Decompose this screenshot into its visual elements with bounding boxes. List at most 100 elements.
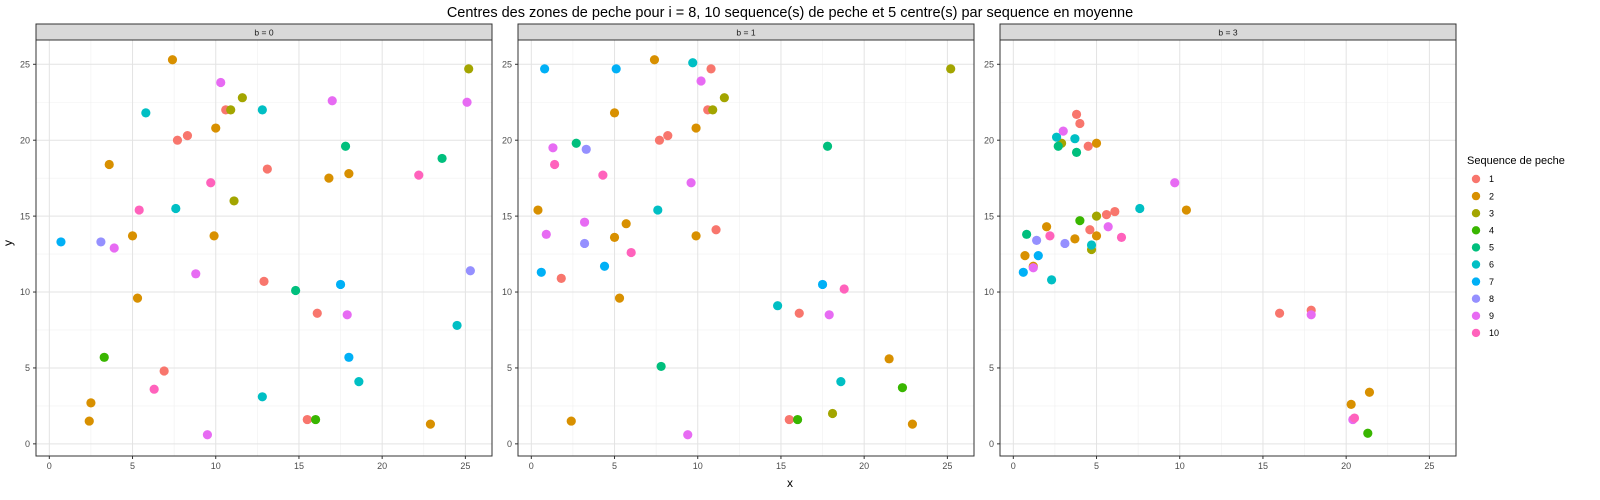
y-tick-label: 20 [502, 135, 512, 145]
legend-item: 3 [1471, 208, 1494, 218]
data-point-seq-3 [946, 64, 956, 74]
data-point-seq-1 [654, 135, 665, 145]
plot-background [1000, 40, 1456, 456]
data-point-seq-5 [1022, 229, 1032, 239]
legend-key [1471, 226, 1481, 235]
x-tick-label: 10 [1175, 461, 1185, 471]
data-point-seq-9 [686, 178, 696, 188]
data-point-seq-10 [550, 159, 560, 170]
x-tick-label: 15 [776, 461, 786, 471]
y-tick-label: 0 [25, 439, 30, 449]
legend-label: 5 [1489, 243, 1494, 253]
legend-item: 2 [1471, 191, 1494, 201]
data-point-seq-9 [1170, 178, 1180, 188]
x-axis-label: x [787, 476, 793, 490]
data-point-seq-4 [1363, 428, 1373, 438]
legend-item: 10 [1471, 328, 1499, 338]
data-point-seq-8 [96, 237, 106, 247]
x-tick-label: 0 [1011, 461, 1016, 471]
x-tick-label: 5 [1094, 461, 1099, 471]
y-tick-label: 25 [984, 59, 994, 69]
data-point-seq-6 [171, 203, 181, 214]
data-point-seq-9 [342, 310, 352, 320]
y-tick-label: 5 [25, 363, 30, 373]
data-point-seq-2 [609, 108, 620, 118]
data-point-seq-4 [1075, 216, 1085, 226]
data-point-seq-6 [1135, 203, 1145, 214]
data-point-seq-1 [1110, 206, 1120, 217]
x-tick-label: 20 [859, 461, 869, 471]
data-point-seq-2 [907, 419, 918, 429]
data-point-seq-2 [691, 123, 701, 133]
data-point-seq-9 [579, 217, 590, 227]
data-point-seq-2 [691, 231, 701, 241]
data-point-seq-9 [216, 77, 226, 88]
y-tick-label: 10 [984, 287, 994, 297]
x-tick-label: 5 [130, 461, 135, 471]
data-point-seq-9 [1028, 263, 1038, 273]
legend-label: 6 [1489, 260, 1494, 270]
x-tick-label: 20 [1341, 461, 1351, 471]
data-point-seq-3 [229, 196, 239, 206]
data-point-seq-5 [822, 141, 833, 151]
data-point-seq-9 [683, 430, 693, 440]
legend-label: 1 [1489, 174, 1494, 184]
legend-label: 3 [1489, 208, 1494, 218]
legend-item: 6 [1471, 260, 1494, 270]
data-point-seq-2 [1091, 231, 1102, 241]
data-point-seq-4 [99, 352, 109, 362]
y-tick-label: 10 [502, 287, 512, 297]
y-tick-label: 25 [502, 59, 512, 69]
data-point-seq-3 [719, 93, 729, 103]
data-point-seq-6 [1070, 134, 1080, 144]
panel-border [517, 39, 975, 457]
data-point-seq-6 [688, 58, 698, 68]
legend-item: 5 [1471, 243, 1494, 253]
data-point-seq-9 [1103, 222, 1113, 232]
data-point-seq-2 [324, 173, 334, 183]
facet-panel: b = 1 0 5 10 15 20 25 0 5 10 15 20 25 [502, 23, 975, 471]
data-point-seq-5 [1053, 141, 1063, 151]
data-point-seq-5 [437, 153, 447, 164]
x-tick-label: 25 [1424, 461, 1434, 471]
data-point-seq-8 [1060, 238, 1070, 249]
data-point-seq-7 [1018, 267, 1028, 277]
data-point-seq-8 [465, 266, 475, 276]
data-point-seq-5 [291, 285, 301, 296]
legend-key [1471, 277, 1481, 286]
data-point-seq-2 [884, 354, 894, 364]
x-tick-label: 10 [211, 461, 221, 471]
legend-key [1471, 294, 1481, 303]
legend-key [1471, 243, 1481, 252]
data-point-seq-2 [649, 55, 660, 65]
data-point-seq-9 [109, 243, 119, 253]
data-point-seq-2 [533, 205, 543, 215]
legend-key [1471, 260, 1481, 269]
data-point-seq-1 [312, 308, 322, 318]
y-tick-label: 0 [507, 439, 512, 449]
data-point-seq-1 [711, 225, 721, 235]
data-point-seq-2 [127, 231, 138, 241]
facet-panel: b = 3 0 5 10 15 20 25 0 5 10 15 20 25 [984, 23, 1457, 471]
data-point-seq-10 [1349, 413, 1360, 423]
data-point-seq-6 [452, 320, 462, 331]
data-point-seq-2 [621, 219, 631, 229]
facet-strip-label: b = 3 [1218, 28, 1237, 38]
data-point-seq-7 [335, 279, 346, 290]
chart-title: Centres des zones de peche pour i = 8, 1… [447, 5, 1133, 21]
legend-label: 2 [1489, 191, 1494, 201]
data-point-seq-10 [414, 170, 424, 180]
data-point-seq-1 [1083, 141, 1093, 151]
facet-strip-label: b = 0 [254, 28, 273, 38]
data-point-seq-6 [141, 108, 151, 118]
data-point-seq-3 [708, 105, 718, 115]
data-point-seq-3 [226, 105, 236, 115]
data-point-seq-2 [1364, 387, 1375, 397]
data-point-seq-10 [1045, 231, 1055, 241]
data-point-seq-4 [310, 414, 321, 425]
legend-label: 7 [1489, 277, 1494, 287]
data-point-seq-6 [257, 392, 267, 402]
legend-key [1471, 311, 1481, 320]
data-point-seq-7 [599, 261, 610, 271]
gridlines [1000, 40, 1456, 456]
